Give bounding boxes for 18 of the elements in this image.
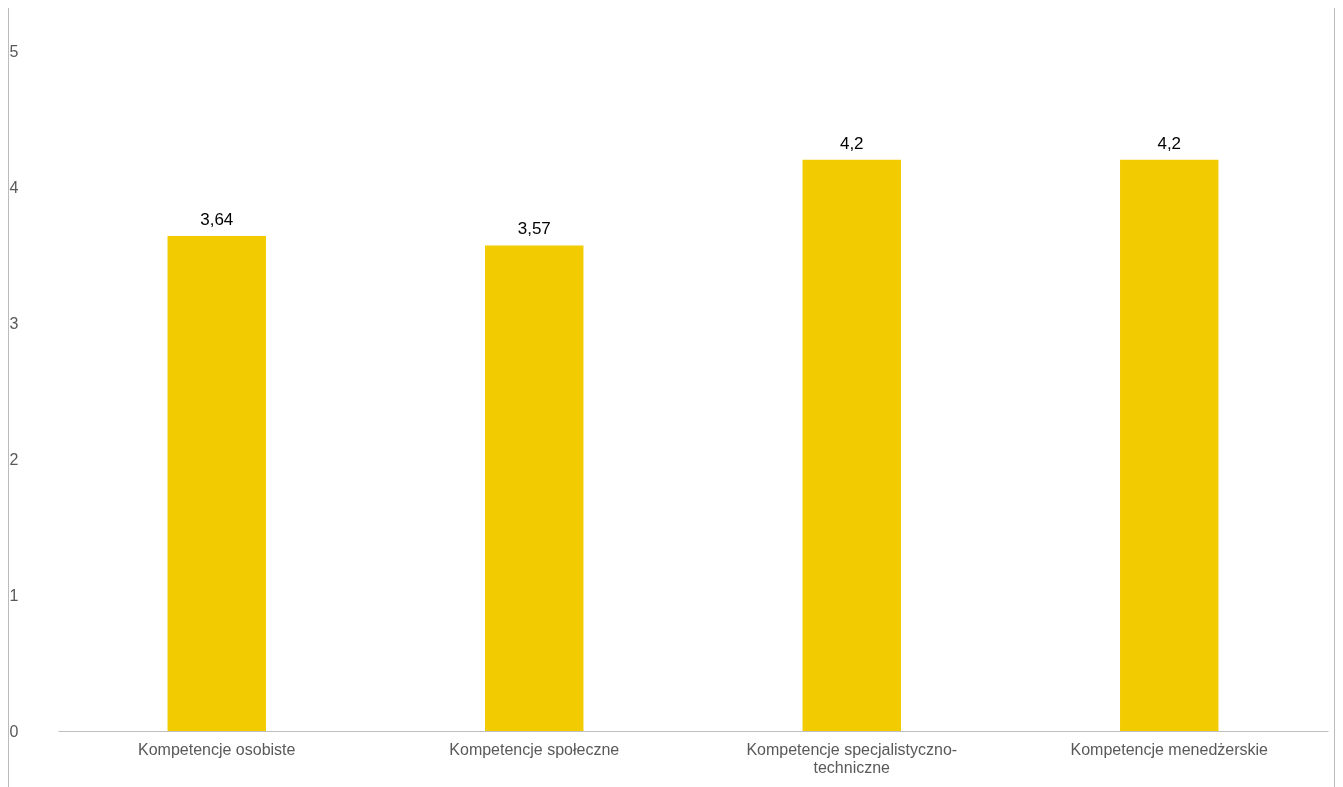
data-label: 3,57 — [517, 219, 551, 239]
bar — [485, 245, 584, 731]
x-tick-label: Kompetencje menedżerskie — [1070, 740, 1269, 758]
bar — [167, 235, 266, 731]
y-tick-label: 3 — [9, 314, 19, 332]
y-tick-label: 5 — [9, 42, 19, 60]
y-tick-label: 1 — [9, 586, 19, 604]
data-label: 4,2 — [1157, 133, 1182, 153]
y-tick-label: 4 — [9, 178, 19, 196]
bar — [1120, 159, 1219, 731]
x-tick-label: Kompetencje specjalistyczno-techniczne — [746, 740, 958, 776]
y-tick-label: 2 — [9, 450, 19, 468]
x-tick-label: Kompetencje osobiste — [138, 740, 296, 758]
data-label: 3,64 — [200, 209, 234, 229]
data-label: 4,2 — [839, 133, 864, 153]
y-tick-label: 0 — [9, 722, 19, 740]
x-tick-label: Kompetencje społeczne — [449, 740, 620, 758]
bar — [802, 159, 901, 731]
